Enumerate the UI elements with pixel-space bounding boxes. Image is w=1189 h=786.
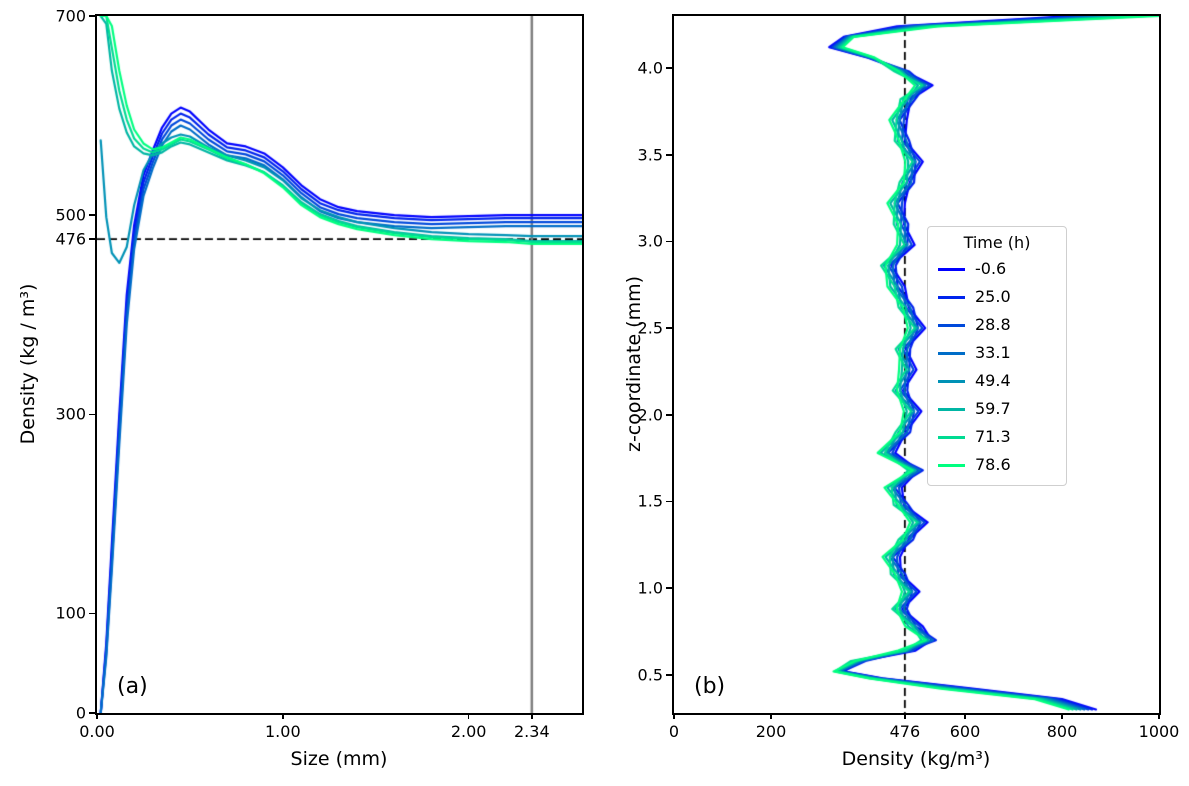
- y-tick-label: 476: [55, 229, 86, 249]
- panel-b-letter: (b): [694, 674, 726, 699]
- x-tick-mark: [673, 713, 675, 719]
- legend-line-swatch: [938, 323, 965, 327]
- x-tick-label: 476: [889, 722, 921, 741]
- x-tick-label: 800: [1046, 722, 1078, 741]
- panel-b-curves-canvas: [674, 16, 1159, 713]
- x-tick-mark: [467, 713, 470, 719]
- legend-item: 71.3: [928, 423, 1066, 451]
- legend-line-swatch: [938, 267, 965, 271]
- y-tick-label: 3.5: [637, 145, 663, 165]
- y-tick-label: 1.5: [637, 491, 663, 511]
- y-tick-mark: [666, 327, 672, 329]
- y-tick-mark: [89, 15, 95, 17]
- legend-item-label: 49.4: [975, 371, 1011, 390]
- legend-item: -0.6: [928, 255, 1066, 283]
- y-tick-label: 3.0: [637, 231, 663, 251]
- legend-item: 49.4: [928, 367, 1066, 395]
- x-tick-mark: [531, 713, 533, 719]
- legend-item: 59.7: [928, 395, 1066, 423]
- x-tick-mark: [96, 713, 98, 719]
- legend-item: 25.0: [928, 283, 1066, 311]
- legend-item: 28.8: [928, 311, 1066, 339]
- y-tick-mark: [89, 413, 95, 416]
- y-tick-label: 0.5: [637, 665, 663, 685]
- y-tick-label: 2.0: [637, 405, 663, 425]
- x-tick-mark: [1061, 713, 1063, 719]
- x-tick-mark: [282, 713, 284, 719]
- y-tick-label: 300: [55, 404, 86, 424]
- y-tick-mark: [666, 67, 672, 69]
- y-tick-mark: [666, 154, 672, 156]
- legend-item-label: 33.1: [975, 343, 1011, 362]
- y-tick-label: 2.5: [637, 318, 663, 338]
- x-tick-mark: [1158, 713, 1160, 719]
- y-tick-mark: [89, 612, 95, 615]
- y-tick-label: 700: [55, 6, 86, 26]
- y-tick-mark: [89, 238, 95, 240]
- panel-a-curves-canvas: [97, 16, 582, 713]
- legend-line-swatch: [938, 407, 965, 411]
- x-tick-label: 2.00: [450, 722, 487, 741]
- x-tick-mark: [964, 713, 966, 719]
- legend-line-swatch: [938, 351, 965, 355]
- x-tick-mark: [770, 713, 772, 719]
- panel-a-xlabel: Size (mm): [290, 748, 388, 770]
- panel-a: (a) 0.00 1.00 2.00 2.34 0 100 300 476 500 700: [55, 7, 584, 741]
- x-tick-label: 200: [755, 722, 787, 741]
- legend-items: -0.6 25.0 28.8 33.1 49.4 59.7 71.3 78.6: [928, 255, 1066, 479]
- time-legend: Time (h) -0.6 25.0 28.8 33.1 49.4 59.7 71.3 78.…: [927, 226, 1067, 486]
- y-tick-mark: [666, 500, 672, 503]
- legend-line-swatch: [938, 435, 965, 439]
- legend-line-swatch: [938, 463, 965, 467]
- panel-a-ylabel: Density (kg / m³): [17, 283, 39, 445]
- y-tick-mark: [666, 587, 672, 589]
- panel-b-ylabel: z-coordinate (mm): [623, 275, 645, 453]
- y-tick-mark: [666, 240, 672, 243]
- x-tick-label: 600: [949, 722, 981, 741]
- panel-a-letter: (a): [117, 674, 148, 699]
- y-tick-label: 100: [55, 603, 86, 623]
- y-tick-mark: [89, 214, 95, 216]
- legend-item-label: 71.3: [975, 427, 1011, 446]
- y-tick-mark: [89, 712, 95, 714]
- y-tick-mark: [666, 674, 672, 676]
- x-tick-mark: [904, 713, 906, 719]
- legend-title: Time (h): [963, 233, 1031, 252]
- legend-item-label: 78.6: [975, 455, 1011, 474]
- legend-line-swatch: [938, 295, 965, 299]
- panel-b-xlabel: Density (kg/m³): [841, 748, 991, 770]
- x-tick-label: 1000: [1138, 722, 1180, 741]
- panel-b: (b) Time (h) -0.6 25.0 28.8 33.1 49.4 59.7 71.…: [638, 14, 1179, 741]
- legend-line-swatch: [938, 379, 965, 383]
- legend-item: 78.6: [928, 451, 1066, 479]
- legend-item: 33.1: [928, 339, 1066, 367]
- y-tick-label: 1.0: [637, 578, 663, 598]
- x-tick-label: 1.00: [265, 722, 301, 741]
- y-tick-mark: [666, 414, 672, 416]
- x-tick-label: 0: [668, 722, 680, 741]
- x-tick-label: 2.34: [514, 722, 550, 741]
- y-tick-label: 0: [75, 703, 86, 723]
- y-tick-label: 500: [55, 205, 86, 225]
- legend-item-label: -0.6: [975, 259, 1007, 278]
- x-tick-label: 0.00: [79, 722, 115, 741]
- legend-item-label: 28.8: [975, 315, 1011, 334]
- legend-item-label: 59.7: [975, 399, 1011, 418]
- y-tick-label: 4.0: [637, 58, 663, 78]
- legend-item-label: 25.0: [975, 287, 1011, 306]
